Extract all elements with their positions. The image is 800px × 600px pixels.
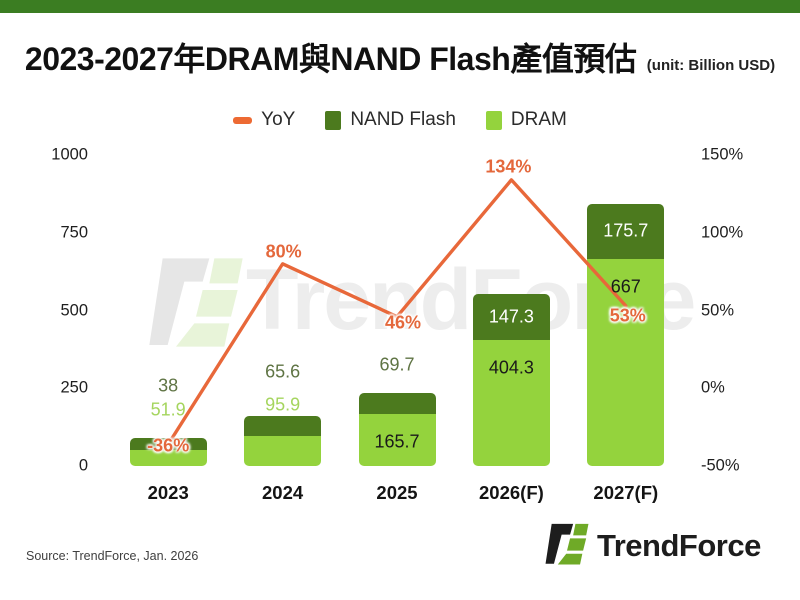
yoy-label-2025: 46% (384, 312, 422, 333)
right-axis-tick: 0% (701, 378, 725, 397)
value-label-nand-2025: 69.7 (379, 354, 415, 375)
nand-swatch-icon (325, 110, 342, 130)
x-axis-label: 2025 (376, 482, 418, 503)
left-axis-tick: 0 (78, 456, 88, 475)
left-axis-tick: 250 (60, 378, 88, 397)
legend-item-dram: DRAM (485, 109, 567, 131)
yoy-line-icon (233, 116, 253, 124)
yoy-label-2024: 80% (265, 241, 302, 262)
trendforce-logo-text: TrendForce (597, 527, 761, 563)
right-axis-tick: 50% (701, 301, 735, 319)
yoy-label-2027(F): 53% (609, 305, 646, 326)
x-axis-label: 2026(F) (479, 482, 544, 503)
chart-legend: YoY NAND Flash DRAM (0, 109, 800, 131)
trendforce-watermark-logo-icon (146, 248, 246, 357)
x-axis-label: 2023 (147, 482, 189, 503)
source-note: Source: TrendForce, Jan. 2026 (26, 549, 199, 563)
page-title: 2023-2027年DRAM與NAND Flash產值預估 (24, 41, 637, 77)
bar-segment-nand-2024 (244, 415, 322, 437)
left-axis-tick: 500 (60, 301, 88, 319)
stacked-bar-2027(F) (587, 203, 665, 466)
legend-item-nand: NAND Flash (325, 109, 456, 131)
bar-segment-dram-2023 (129, 449, 207, 466)
legend-label-dram: DRAM (510, 109, 567, 130)
bar-segment-nand-2025 (358, 392, 436, 415)
chart-title-row: 2023-2027年DRAM與NAND Flash產值預估 (unit: Bil… (0, 34, 800, 80)
stacked-bar-2025 (358, 392, 436, 466)
stacked-bar-2024 (244, 415, 322, 466)
trendforce-logo: TrendForce (544, 519, 761, 572)
value-label-dram-2023: 51.9 (150, 399, 186, 420)
right-axis-tick: 150% (701, 145, 744, 164)
yoy-label-2026(F): 134% (485, 156, 532, 177)
value-label-dram-2026(F): 404.3 (488, 357, 534, 378)
dram-swatch-icon (485, 110, 502, 130)
legend-item-yoy: YoY (233, 109, 295, 131)
trendforce-logo-icon (544, 519, 590, 572)
x-axis-label: 2024 (262, 482, 304, 503)
yoy-label-2023: -36% (147, 435, 190, 456)
value-label-nand-2024: 65.6 (265, 361, 301, 382)
right-axis-tick: 100% (701, 223, 744, 242)
right-axis-tick: -50% (701, 456, 740, 475)
left-axis-tick: 750 (60, 223, 88, 242)
value-label-nand-2026(F): 147.3 (488, 306, 534, 327)
value-label-dram-2027(F): 667 (610, 276, 641, 297)
x-axis-label: 2027(F) (593, 482, 659, 503)
value-label-nand-2027(F): 175.7 (603, 220, 649, 241)
legend-label-yoy: YoY (261, 109, 296, 130)
top-banner-bar (0, 0, 800, 13)
title-unit-note: (unit: Billion USD) (646, 57, 776, 74)
left-axis-tick: 1000 (51, 145, 88, 164)
bar-segment-dram-2024 (244, 436, 322, 466)
value-label-dram-2024: 95.9 (265, 394, 301, 415)
legend-label-nand: NAND Flash (350, 109, 456, 130)
value-label-dram-2025: 165.7 (374, 431, 420, 452)
value-label-nand-2023: 38 (158, 375, 179, 396)
